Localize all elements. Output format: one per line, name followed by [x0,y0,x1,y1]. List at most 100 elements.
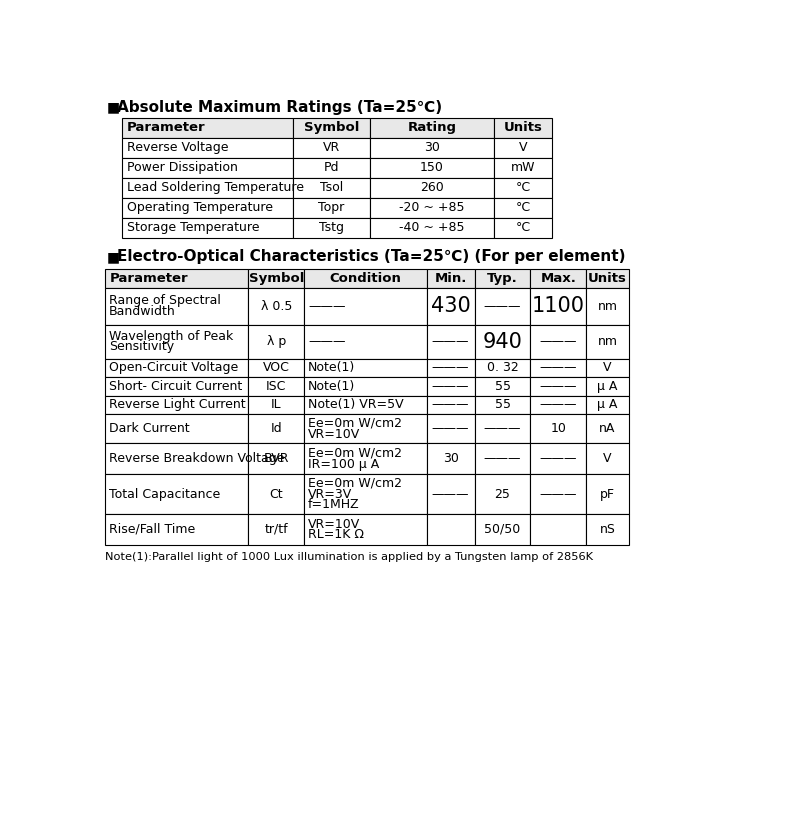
Bar [122,157,292,178]
Bar [586,287,629,324]
Text: ■: ■ [107,101,119,115]
Text: ———: ——— [308,335,345,348]
Bar [105,287,248,324]
Text: °C: °C [516,201,531,214]
Text: Open-Circuit Voltage: Open-Circuit Voltage [109,361,238,374]
Bar [586,474,629,514]
Bar [370,197,494,218]
Text: ———: ——— [540,398,577,411]
Bar [105,359,248,377]
Text: λ 0.5: λ 0.5 [261,300,292,313]
Text: Note(1) VR=5V: Note(1) VR=5V [308,398,404,411]
Text: mW: mW [511,161,536,174]
Bar [427,443,475,474]
Text: 260: 260 [420,181,444,194]
Bar [304,474,427,514]
Bar [475,396,530,414]
Text: ———: ——— [483,452,521,465]
Bar [586,269,629,287]
Text: Lead Soldering Temperature: Lead Soldering Temperature [126,181,303,194]
Text: pF: pF [600,487,615,500]
Text: Electro-Optical Characteristics (Ta=25℃) (For per element): Electro-Optical Characteristics (Ta=25℃)… [118,250,626,265]
Bar [475,324,530,359]
Text: ———: ——— [540,452,577,465]
Text: BVR: BVR [264,452,289,465]
Text: μ A: μ A [597,380,618,393]
Bar [248,324,304,359]
Text: tr/tf: tr/tf [265,523,288,536]
Bar [494,138,552,157]
Text: ———: ——— [432,398,469,411]
Text: ———: ——— [432,380,469,393]
Text: Short- Circuit Current: Short- Circuit Current [109,380,242,393]
Text: 430: 430 [431,296,471,316]
Bar [304,269,427,287]
Bar [122,178,292,197]
Text: 30: 30 [424,141,440,154]
Bar [304,514,427,545]
Text: ———: ——— [540,335,577,348]
Text: Symbol: Symbol [249,272,304,285]
Text: Max.: Max. [540,272,576,285]
Bar [586,514,629,545]
Bar [586,377,629,396]
Bar [370,218,494,238]
Bar [530,396,586,414]
Bar [494,178,552,197]
Text: Parameter: Parameter [110,272,188,285]
Text: λ p: λ p [266,335,286,348]
Bar [475,359,530,377]
Bar [427,377,475,396]
Text: Units: Units [588,272,627,285]
Bar [304,324,427,359]
Text: 55: 55 [495,380,510,393]
Bar [248,443,304,474]
Bar [530,359,586,377]
Bar [427,359,475,377]
Bar [292,197,370,218]
Text: ———: ——— [432,422,469,435]
Bar [248,514,304,545]
Text: Note(1):Parallel light of 1000 Lux illumination is applied by a Tungsten lamp of: Note(1):Parallel light of 1000 Lux illum… [105,552,593,562]
Text: °C: °C [516,181,531,194]
Bar [248,359,304,377]
Bar [248,396,304,414]
Bar [475,414,530,443]
Text: Pd: Pd [323,161,339,174]
Text: Tsol: Tsol [320,181,343,194]
Text: ———: ——— [540,361,577,374]
Text: 940: 940 [483,332,522,351]
Text: Min.: Min. [435,272,467,285]
Bar [292,118,370,138]
Bar [248,287,304,324]
Bar [122,138,292,157]
Text: Storage Temperature: Storage Temperature [126,221,259,234]
Bar [292,157,370,178]
Text: IL: IL [271,398,281,411]
Bar [427,396,475,414]
Bar [586,414,629,443]
Text: 150: 150 [420,161,444,174]
Text: VR=3V: VR=3V [308,487,352,500]
Text: VR=10V: VR=10V [308,518,360,531]
Bar [586,359,629,377]
Bar [105,377,248,396]
Text: f=1MHZ: f=1MHZ [308,498,359,511]
Bar [530,443,586,474]
Bar [105,396,248,414]
Text: Note(1): Note(1) [308,361,356,374]
Bar [427,287,475,324]
Text: ———: ——— [540,487,577,500]
Text: nm: nm [597,300,618,313]
Text: nm: nm [597,335,618,348]
Bar [530,414,586,443]
Bar [292,218,370,238]
Text: ———: ——— [432,335,469,348]
Text: Power Dissipation: Power Dissipation [126,161,238,174]
Bar [105,514,248,545]
Text: -20 ~ +85: -20 ~ +85 [399,201,465,214]
Text: Typ.: Typ. [487,272,518,285]
Bar [530,514,586,545]
Text: Symbol: Symbol [303,121,359,134]
Text: ———: ——— [432,361,469,374]
